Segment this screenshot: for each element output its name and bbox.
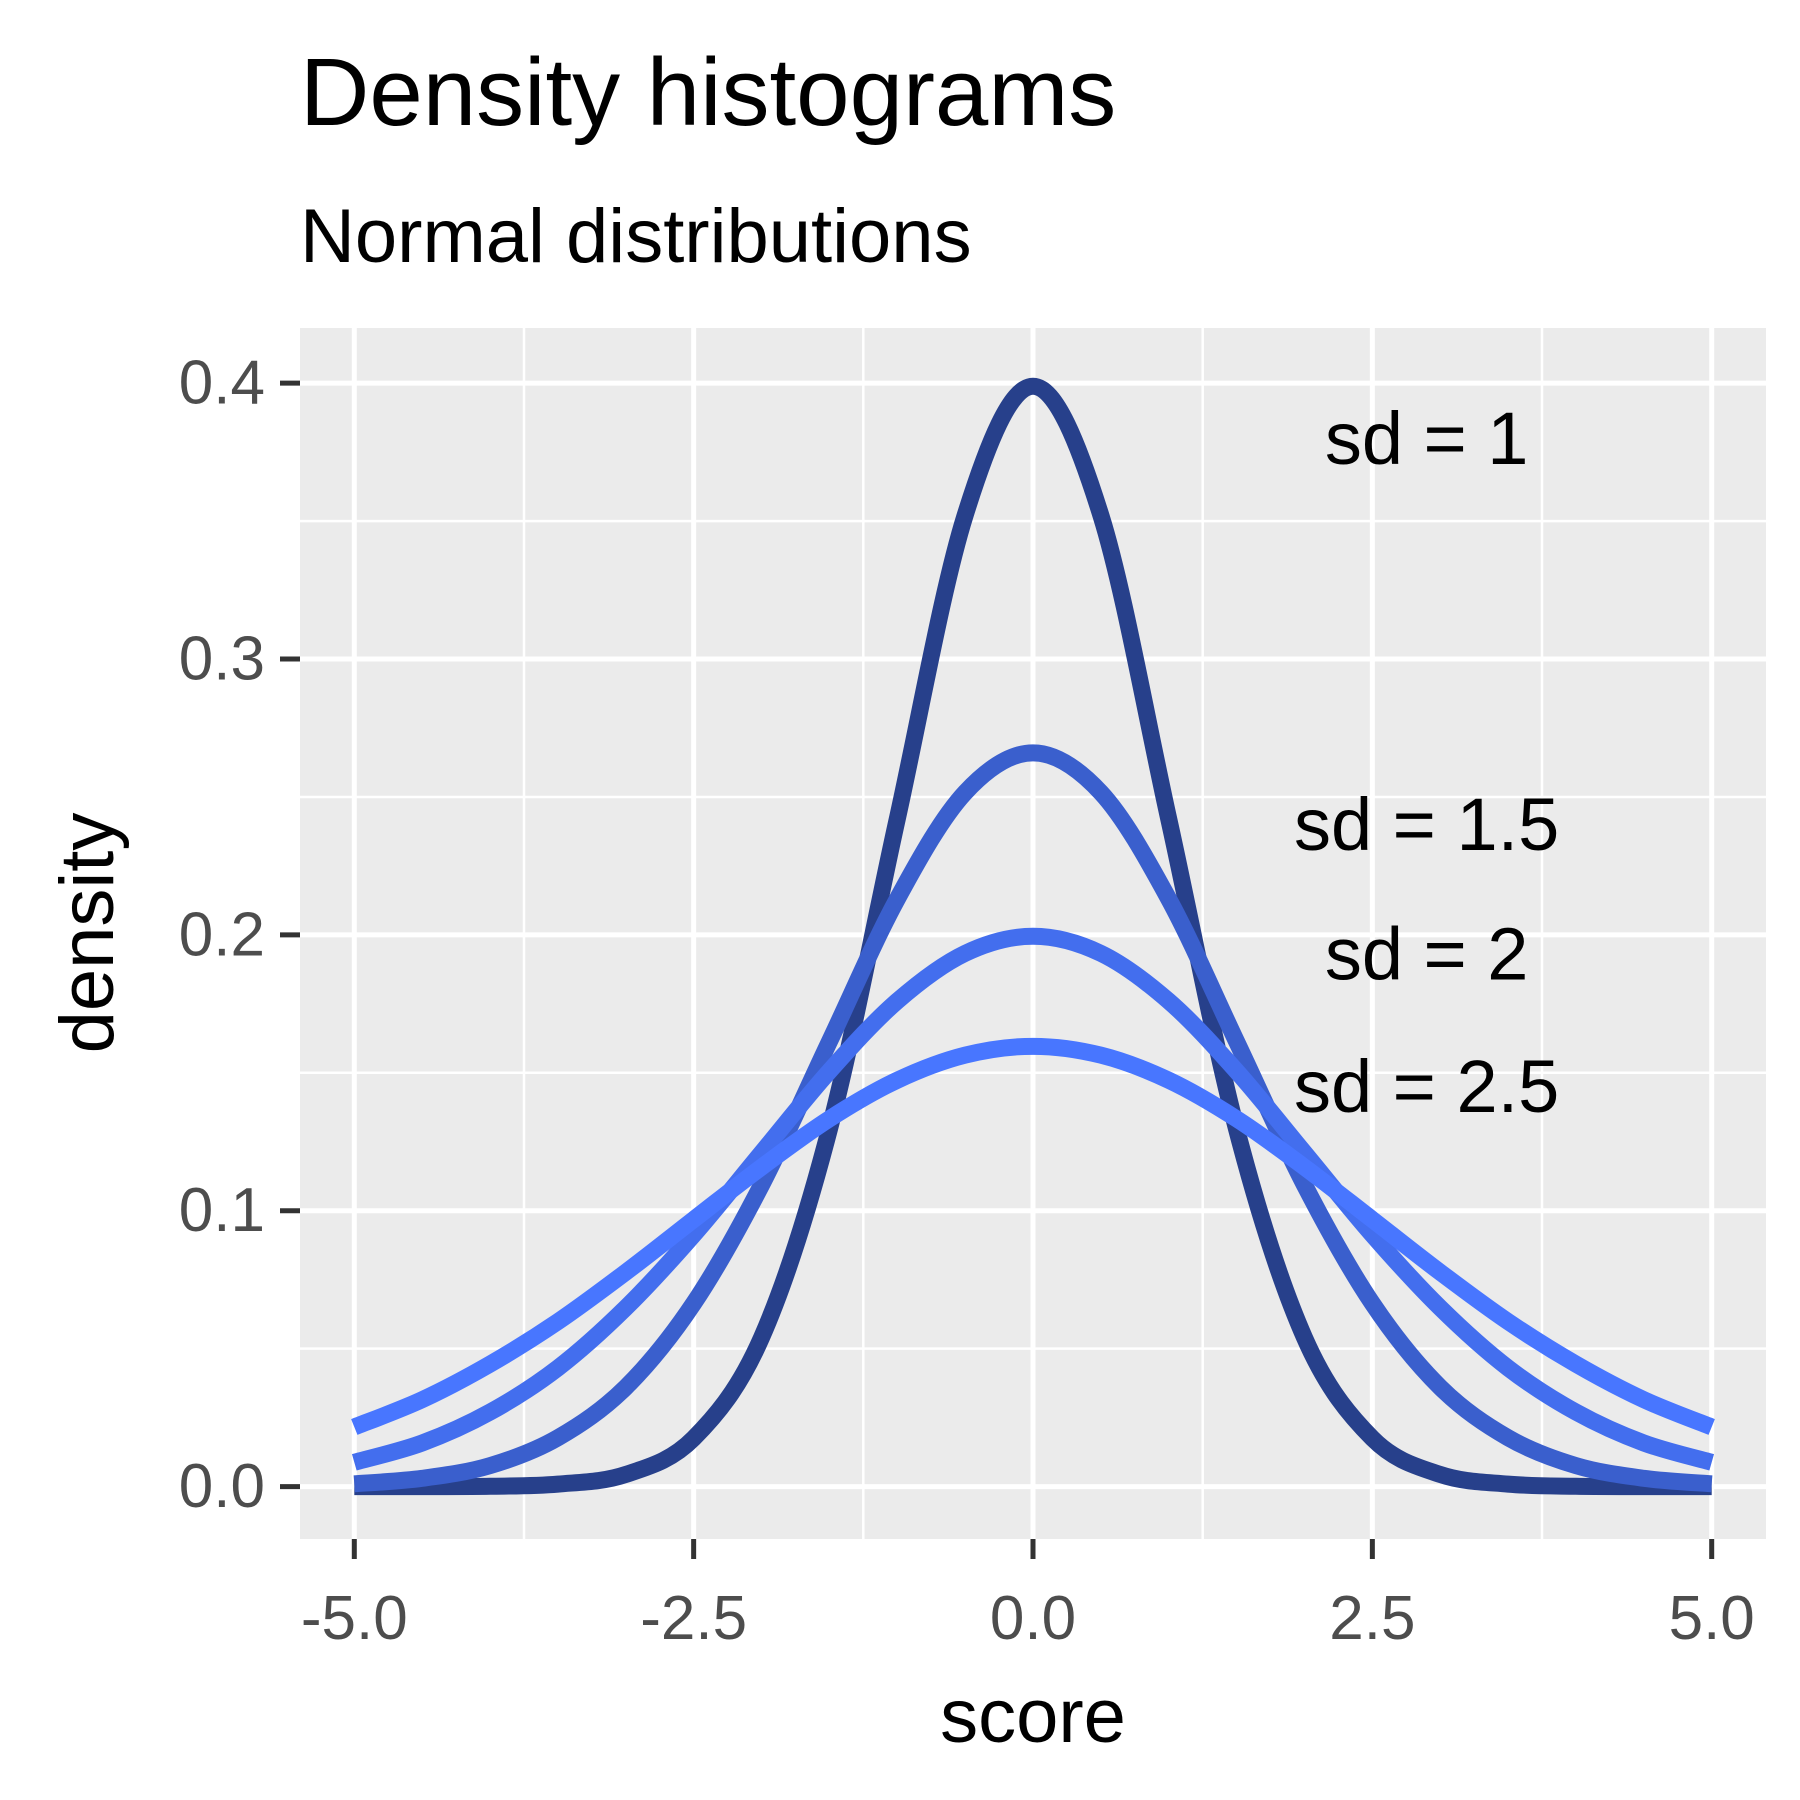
annotation-label: sd = 2	[1325, 913, 1529, 996]
y-tick-label: 0.4	[179, 349, 265, 418]
y-axis-title: density	[45, 813, 130, 1054]
x-tick-label: -5.0	[301, 1584, 408, 1653]
annotation-label: sd = 2.5	[1294, 1045, 1559, 1128]
x-tick-label: 2.5	[1329, 1584, 1415, 1653]
series-line-sd-2	[351, 927, 1715, 1471]
chart-title: Density histograms	[300, 39, 1116, 146]
x-tick-label: -2.5	[640, 1584, 747, 1653]
x-tick-label: 5.0	[1669, 1584, 1755, 1653]
series-line-sd-1	[354, 377, 1712, 1496]
y-tick-label: 0.0	[179, 1452, 265, 1521]
annotation-label: sd = 1	[1325, 397, 1529, 480]
chart-subtitle: Normal distributions	[300, 194, 972, 279]
y-tick-label: 0.3	[179, 625, 265, 694]
series-line-sd-1-5	[353, 744, 1713, 1493]
y-tick-label: 0.1	[179, 1176, 265, 1245]
x-tick-label: 0.0	[990, 1584, 1076, 1653]
y-tick-label: 0.2	[179, 900, 265, 969]
series-line-sd-2-5	[351, 1037, 1715, 1435]
series-lines	[351, 377, 1715, 1496]
x-axis-title: score	[940, 1674, 1126, 1759]
y-axis: 0.0 0.1 0.2 0.3 0.4	[179, 349, 300, 1521]
annotation-label: sd = 1.5	[1294, 783, 1559, 866]
x-axis: -5.0 -2.5 0.0 2.5 5.0	[301, 1539, 1755, 1653]
curve-annotations: sd = 1 sd = 1.5 sd = 2 sd = 2.5	[1294, 397, 1559, 1128]
